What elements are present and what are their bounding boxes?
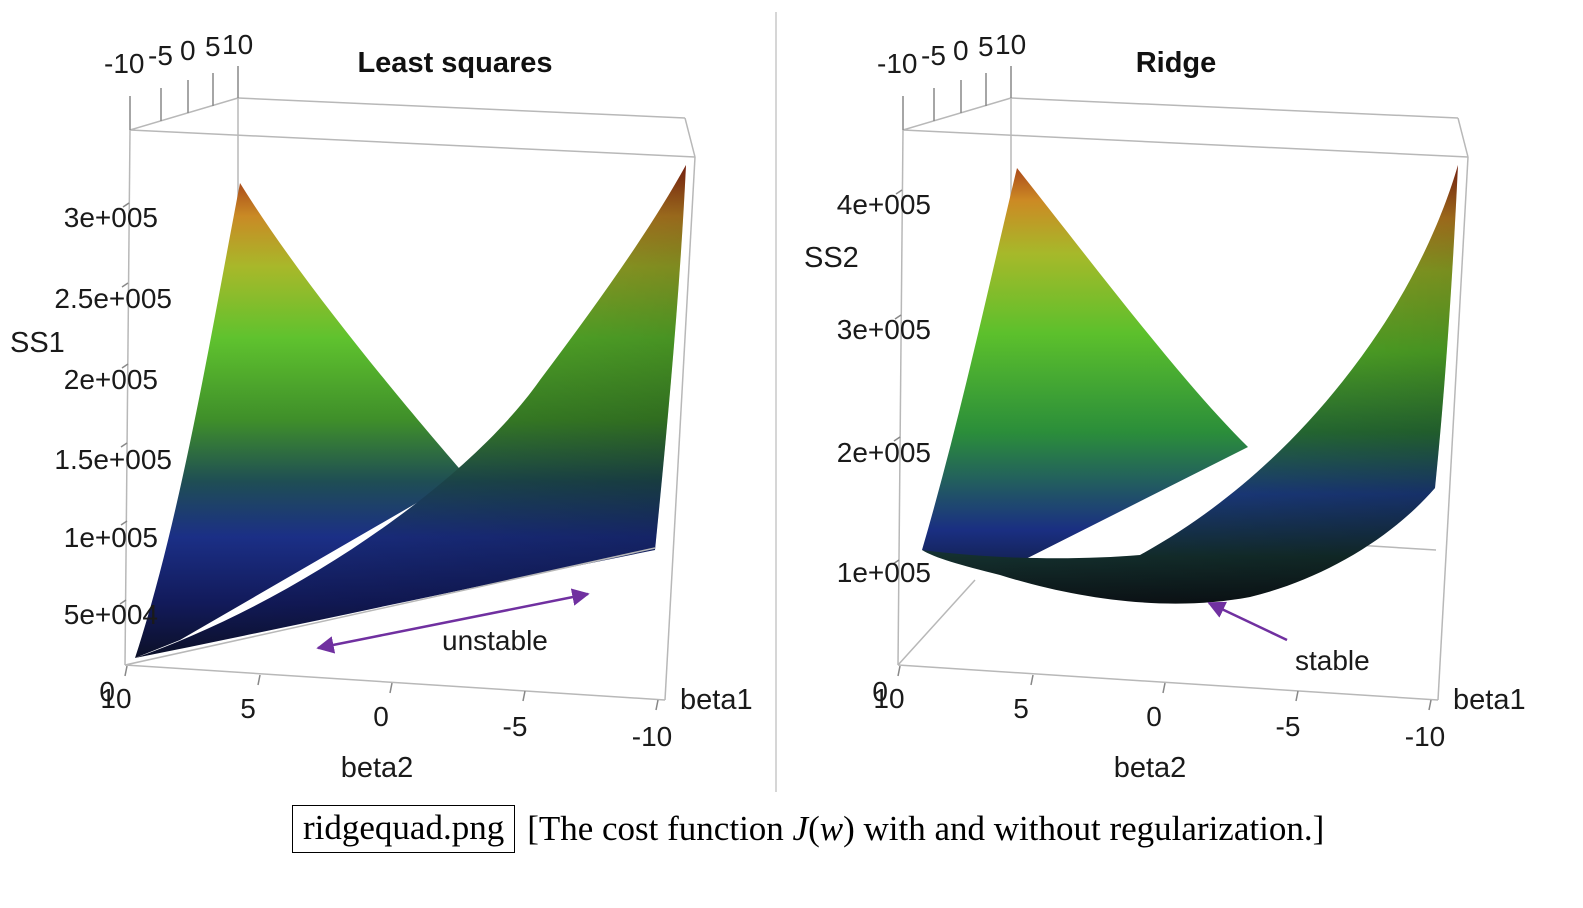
ls-x-tick-label: 5 [240, 693, 256, 724]
filename-label: ridgequad.png [292, 805, 516, 853]
ls-y-tick-label: 0 [180, 35, 196, 66]
caption-func: J [792, 809, 809, 848]
ls-surface-back [135, 183, 465, 658]
rg-top-ticks [902, 66, 1012, 130]
caption-arg: w [819, 809, 844, 848]
ls-z-tick-label: 2e+005 [64, 364, 158, 395]
rg-stable-arrow [1207, 601, 1288, 642]
caption-prefix: [The cost function [527, 809, 793, 848]
ls-y-tick-label: 10 [222, 29, 253, 60]
ls-y-tick-label: -10 [104, 48, 144, 79]
rg-y-tick-label: 0 [953, 35, 969, 66]
rg-z-tick-label: 0 [872, 676, 888, 707]
rg-y-tick-labels: -10 -5 0 5 10 [877, 29, 1026, 79]
rg-surface-back [922, 168, 1248, 572]
rg-z-ticks [892, 189, 903, 565]
rg-x-tick-label: 5 [1013, 693, 1029, 724]
ls-x-tick-labels: 10 5 0 -5 -10 [100, 683, 672, 752]
ls-title: Least squares [357, 47, 552, 79]
rg-z-tick-labels: 0 1e+005 2e+005 3e+005 4e+005 [837, 189, 931, 707]
ls-top-ticks [129, 66, 239, 130]
rg-x-tick-label: 0 [1146, 701, 1162, 732]
rg-x-tick-label: -5 [1276, 711, 1301, 742]
rg-y-tick-label: 5 [978, 31, 994, 62]
ls-z-tick-label: 1.5e+005 [54, 444, 172, 475]
ls-z-tick-label: 2.5e+005 [54, 283, 172, 314]
rg-title: Ridge [1136, 47, 1217, 79]
rg-annotation-stable: stable [1295, 645, 1370, 676]
rg-y-tick-label: -10 [877, 48, 917, 79]
rg-y-tick-label: -5 [921, 40, 946, 71]
ls-xlabel: beta2 [341, 752, 414, 784]
caption-text: [The cost function J(w) with and without… [527, 809, 1324, 849]
ls-y-tick-labels: -10 -5 0 5 10 [104, 29, 253, 79]
rg-ylabel: beta1 [1453, 684, 1526, 716]
ls-x-tick-label: 10 [100, 683, 131, 714]
caption-suffix: with and without regularization.] [854, 809, 1325, 848]
caption-close: ) [843, 809, 855, 848]
rg-x-tick-label: -10 [1405, 721, 1445, 752]
ls-z-tick-labels: 0 5e+004 1e+005 1.5e+005 2e+005 2.5e+005… [54, 202, 172, 707]
rg-z-tick-label: 2e+005 [837, 437, 931, 468]
ls-z-tick-label: 5e+004 [64, 599, 158, 630]
least-squares-panel: Least squares SS1 0 5e+004 1e+005 1.5e+0… [10, 29, 753, 784]
ls-z-ticks [119, 202, 130, 605]
rg-surface-shade [922, 165, 1458, 604]
ls-ylabel: beta1 [680, 684, 753, 716]
rg-x-tick-label: 10 [873, 683, 904, 714]
caption-open: ( [808, 809, 820, 848]
rg-xlabel: beta2 [1114, 752, 1187, 784]
ls-annotation-unstable: unstable [442, 625, 548, 656]
ls-unstable-arrow [316, 588, 590, 654]
caption: ridgequad.png [The cost function J(w) wi… [292, 800, 1324, 858]
ls-x-tick-label: -10 [632, 721, 672, 752]
ls-x-tick-label: 0 [373, 701, 389, 732]
ridge-panel: Ridge SS2 0 1e+005 2e+005 3e+005 4e+005 … [804, 29, 1526, 784]
ls-z-tick-label: 3e+005 [64, 202, 158, 233]
ls-z-tick-label: 0 [99, 676, 115, 707]
ls-y-tick-label: 5 [205, 31, 221, 62]
ls-zlabel: SS1 [10, 327, 65, 359]
ls-z-tick-label: 1e+005 [64, 522, 158, 553]
ls-x-tick-label: -5 [503, 711, 528, 742]
rg-zlabel: SS2 [804, 242, 859, 274]
rg-z-tick-label: 3e+005 [837, 314, 931, 345]
rg-z-tick-label: 4e+005 [837, 189, 931, 220]
rg-y-tick-label: 10 [995, 29, 1026, 60]
ls-surface-shade [135, 165, 686, 658]
rg-z-tick-label: 1e+005 [837, 557, 931, 588]
rg-x-tick-labels: 10 5 0 -5 -10 [873, 683, 1445, 752]
ls-bottom-ticks [124, 665, 659, 711]
ls-y-tick-label: -5 [148, 40, 173, 71]
rg-box-front [897, 579, 1439, 701]
rg-bottom-ticks [897, 665, 1432, 711]
